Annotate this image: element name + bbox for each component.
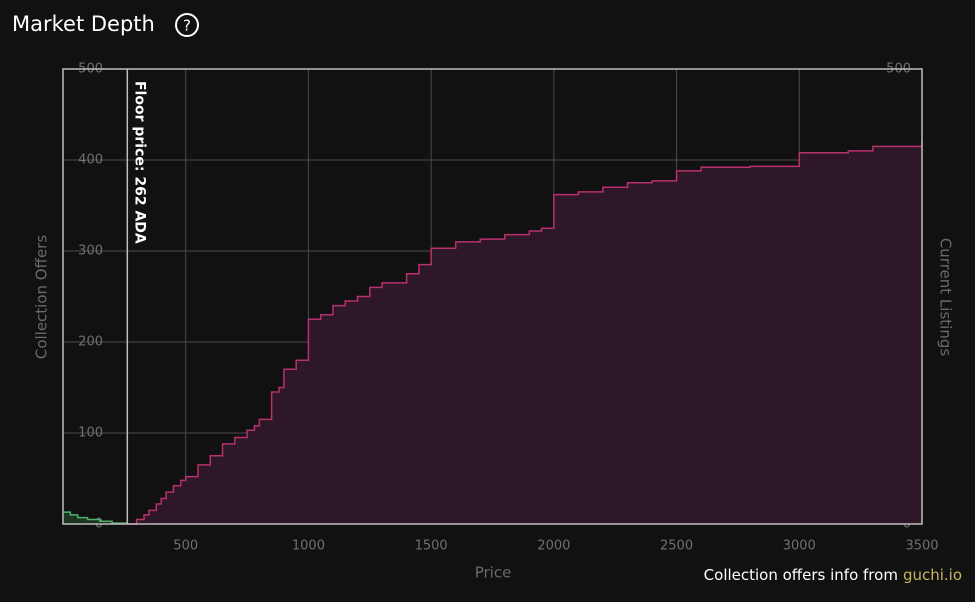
x-tick-label: 1000 [292, 539, 325, 554]
plot-frame [62, 68, 923, 525]
x-tick-label: 3000 [783, 539, 816, 554]
help-icon-text[interactable]: ? [183, 17, 191, 35]
help-icon[interactable] [175, 13, 199, 37]
y-tick-label: 100 [78, 426, 103, 441]
footer-link[interactable]: guchi.io [902, 566, 962, 584]
chart-title: Market Depth [12, 12, 155, 36]
y2-axis-title: Current Listings [937, 238, 955, 357]
y-axis-title: Collection Offers [33, 235, 51, 359]
x-tick-label: 500 [173, 539, 198, 554]
series-line [63, 511, 129, 524]
x-tick-label: 3500 [905, 539, 938, 554]
y-tick-label: 300 [78, 244, 103, 259]
footer: Collection offers info from guchi.io [0, 566, 962, 584]
plot-area: 5001000150020002500300035000100200300400… [62, 62, 939, 554]
area-fill [63, 512, 128, 524]
floor-price-label: Floor price: 262 ADA [131, 81, 147, 244]
area-fill [127, 141, 922, 525]
x-tick-label: 2000 [537, 539, 570, 554]
footer-text: Collection offers info from [703, 566, 898, 584]
y-tick-label: 400 [78, 153, 103, 168]
y-tick-label: 200 [78, 335, 103, 350]
x-tick-label: 2500 [660, 539, 693, 554]
x-tick-label: 1500 [415, 539, 448, 554]
series-line [127, 141, 923, 525]
x-axis-title: Price [475, 564, 512, 582]
